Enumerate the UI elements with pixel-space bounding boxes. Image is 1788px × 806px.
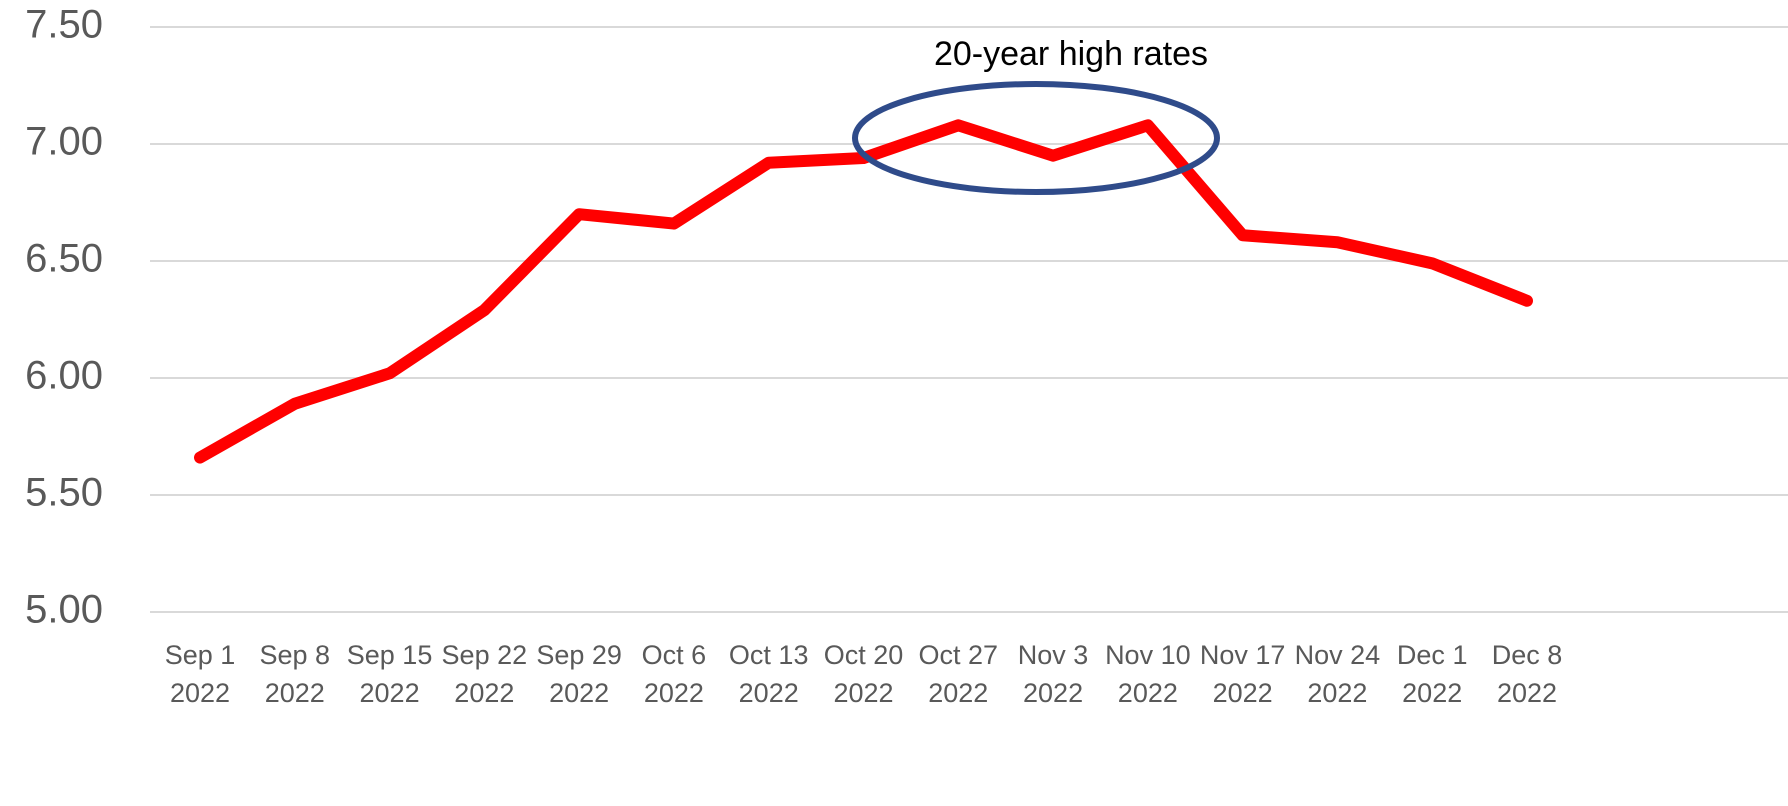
highlight-ellipse — [852, 81, 1220, 195]
annotation: 20-year high rates — [934, 35, 1208, 73]
x-tick-label: Sep 29 2022 — [536, 640, 622, 708]
x-tick-label: Dec 1 2022 — [1396, 640, 1468, 708]
x-tick-label: Dec 8 2022 — [1491, 640, 1563, 708]
x-tick-label: Sep 1 2022 — [164, 640, 236, 708]
x-tick-label: Sep 15 2022 — [346, 640, 433, 708]
x-tick-label: Oct 13 2022 — [728, 640, 809, 708]
x-tick-label: Nov 17 2022 — [1199, 640, 1286, 708]
y-tick-label: 7.50 — [25, 3, 103, 47]
y-tick-label: 6.00 — [25, 354, 103, 398]
x-tick-label: Sep 22 2022 — [441, 640, 528, 708]
x-tick-label: Oct 27 2022 — [918, 640, 999, 708]
x-tick-label: Nov 3 2022 — [1017, 640, 1089, 708]
y-tick-label: 5.00 — [25, 588, 103, 632]
y-tick-label: 7.00 — [25, 120, 103, 164]
x-tick-label: Oct 6 2022 — [641, 640, 707, 708]
x-tick-label: Nov 24 2022 — [1294, 640, 1381, 708]
y-tick-label: 5.50 — [25, 471, 103, 515]
x-tick-label: Nov 10 2022 — [1105, 640, 1191, 708]
x-tick-label: Oct 20 2022 — [823, 640, 904, 708]
y-tick-label: 6.50 — [25, 237, 103, 281]
x-tick-label: Sep 8 2022 — [259, 640, 331, 708]
line — [194, 119, 1533, 464]
